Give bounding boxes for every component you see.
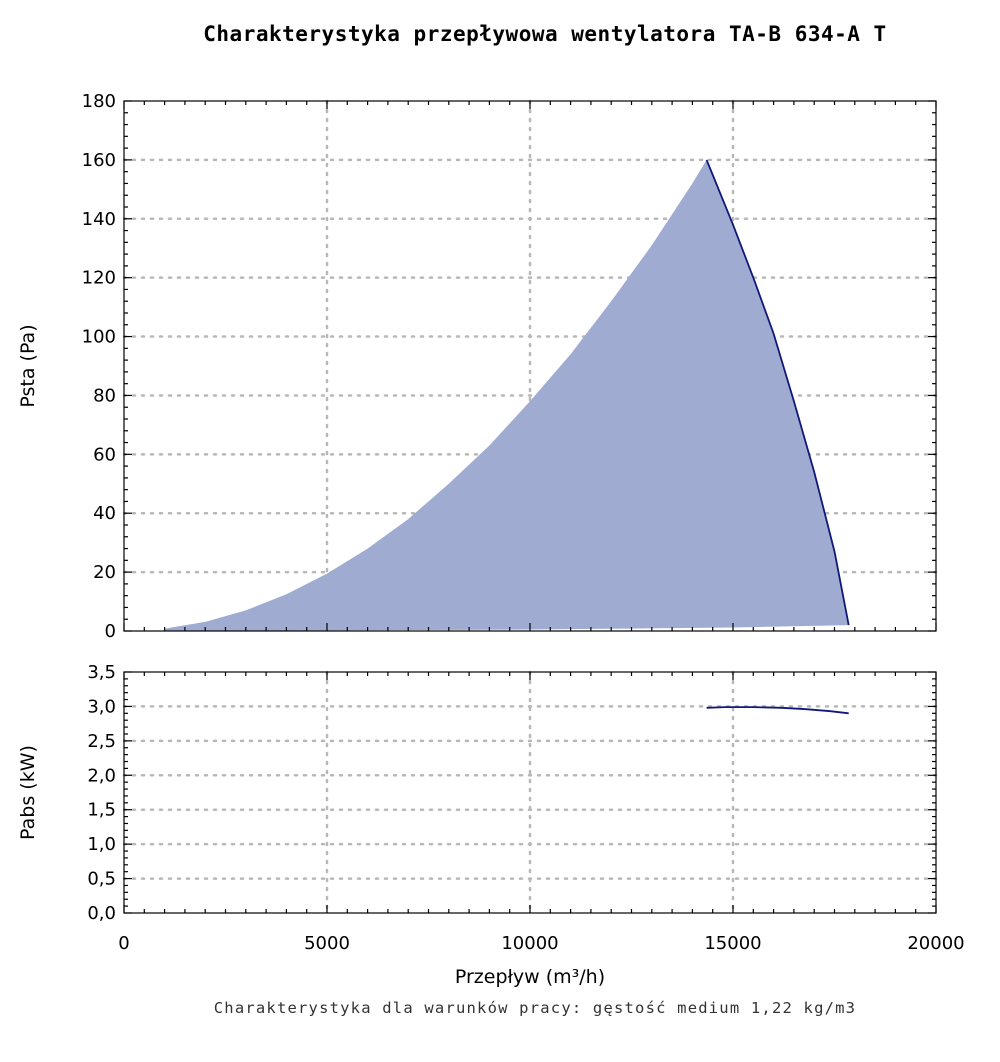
pressure-y-tick-label: 60 — [93, 444, 116, 465]
pressure-y-tick-label: 160 — [82, 150, 116, 171]
chart-title: Charakterystyka przepływowa wentylatora … — [203, 22, 887, 46]
pressure-y-tick-label: 180 — [82, 91, 116, 112]
flow-x-tick-label: 15000 — [704, 933, 761, 954]
power-y-tick-label: 0,5 — [87, 869, 116, 890]
power-panel: 0,0 0,5 1,0 1,5 2,0 2,5 3,0 3,5 0 5000 10000 15000… — [17, 662, 965, 988]
power-y-tick-label: 2,0 — [87, 765, 116, 786]
power-y-tick-label: 1,0 — [87, 834, 116, 855]
pressure-y-tick-label: 100 — [82, 327, 116, 348]
pressure-y-tick-label: 80 — [93, 385, 116, 406]
pressure-panel: 0 20 40 60 80 100 120 140 160 180 Psta (Pa) — [17, 91, 938, 642]
power-y-tick-label: 1,5 — [87, 800, 116, 821]
power-y-tick-label: 2,5 — [87, 731, 116, 752]
pressure-max-speed-curve — [705, 159, 850, 626]
pressure-y-tick-label: 140 — [82, 209, 116, 230]
power-curve — [706, 706, 849, 715]
flow-x-tick-label: 5000 — [304, 933, 350, 954]
flow-x-tick-label: 0 — [118, 933, 129, 954]
pressure-y-tick-label: 20 — [93, 562, 116, 583]
power-y-tick-label: 3,0 — [87, 696, 116, 717]
pressure-operating-area — [164, 159, 849, 631]
power-grid — [122, 670, 938, 915]
pressure-y-tick-labels: 0 20 40 60 80 100 120 140 160 180 — [82, 91, 116, 642]
flow-x-tick-label: 10000 — [501, 933, 558, 954]
pressure-y-axis-label: Psta (Pa) — [17, 324, 39, 407]
power-y-tick-label: 3,5 — [87, 662, 116, 683]
flow-x-axis-label: Przepływ (m³/h) — [455, 966, 605, 988]
pressure-y-tick-label: 0 — [105, 621, 116, 642]
pressure-y-tick-label: 40 — [93, 503, 116, 524]
power-y-tick-label: 0,0 — [87, 903, 116, 924]
operating-conditions-note: Charakterystyka dla warunków pracy: gęst… — [213, 999, 857, 1017]
power-y-axis-label: Pabs (kW) — [17, 745, 39, 840]
flow-x-tick-label: 20000 — [907, 933, 964, 954]
pressure-y-tick-label: 120 — [82, 268, 116, 289]
flow-x-tick-labels: 0 5000 10000 15000 20000 — [118, 933, 964, 954]
power-axis-ticks — [123, 671, 937, 914]
power-y-tick-labels: 0,0 0,5 1,0 1,5 2,0 2,5 3,0 3,5 — [87, 662, 116, 924]
pressure-axis-ticks — [123, 100, 937, 632]
